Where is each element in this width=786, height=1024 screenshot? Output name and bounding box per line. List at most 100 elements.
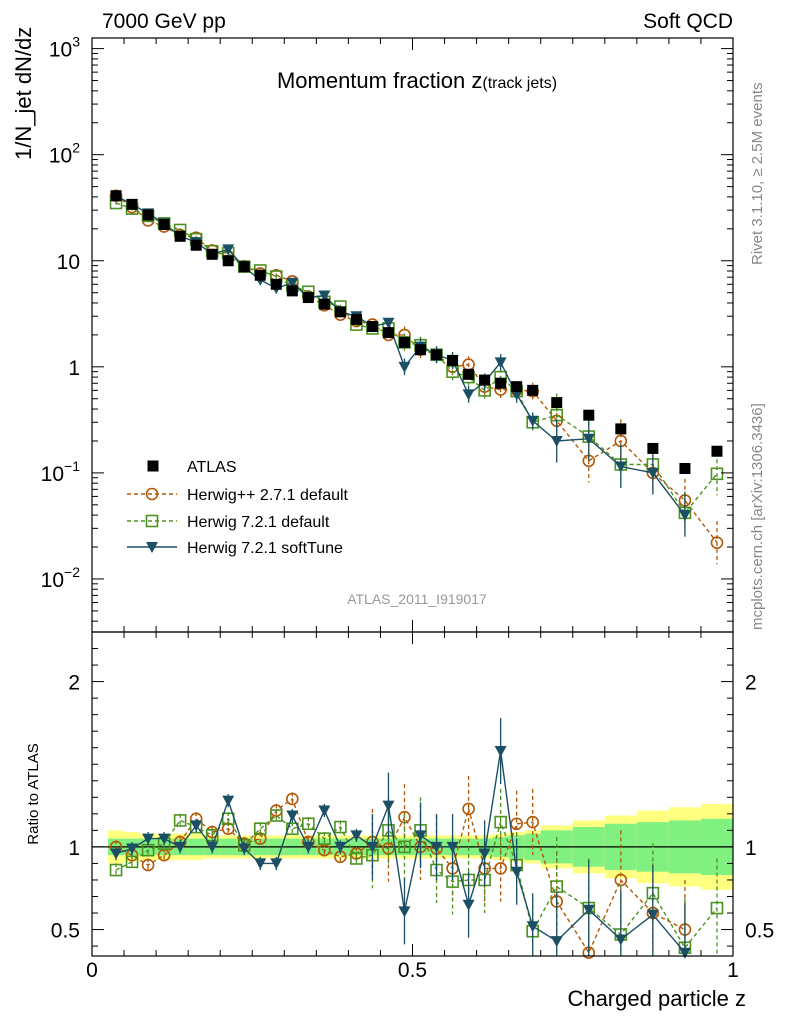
data-point (710, 467, 724, 481)
y-axis-label-main: 1/N_jet dN/dz (11, 27, 36, 160)
ratio-point (206, 841, 219, 853)
ratio-y-tick-label-right: 0.5 (745, 920, 774, 943)
x-tick-label: 0.5 (398, 959, 427, 982)
atlas-data-point (479, 374, 491, 386)
ratio-point (286, 810, 299, 822)
ratio-point (334, 841, 347, 853)
ratio-y-tick-label-right: 2 (745, 672, 757, 695)
atlas-data-point (334, 306, 346, 318)
ratio-y-tick-label: 1 (68, 837, 80, 860)
atlas-data-point (318, 298, 330, 310)
atlas-data-point (679, 463, 691, 475)
atlas-data-point (415, 344, 427, 356)
data-point (614, 461, 627, 473)
legend-label: ATLAS (187, 459, 237, 476)
atlas-data-point (190, 239, 202, 251)
ratio-point (430, 841, 443, 853)
ratio-y-tick-label: 2 (68, 672, 80, 695)
ratio-point (646, 909, 659, 921)
atlas-data-point (463, 368, 475, 380)
ratio-point (382, 800, 395, 812)
atlas-data-point (382, 327, 394, 339)
y-tick-exp: −2 (64, 564, 80, 580)
y-tick-base: 10 (57, 251, 80, 274)
atlas-data-point (366, 320, 378, 332)
ratio-point (494, 862, 507, 875)
header-right: Soft QCD (643, 10, 733, 33)
y-tick-label: 10 (57, 251, 80, 274)
atlas-data-point (511, 381, 523, 393)
legend-label: Herwig 7.2.1 softTune (187, 540, 343, 557)
ratio-point (446, 841, 459, 853)
ratio-point (398, 840, 411, 854)
chart-title-sub: (track jets) (482, 75, 557, 92)
ratio-frame (91, 631, 734, 957)
y-tick-exp: 2 (72, 140, 80, 156)
ratio-point (550, 936, 563, 948)
ratio-point (494, 746, 507, 758)
ratio-point (582, 904, 595, 916)
ratio-point (318, 805, 331, 817)
main-plot (109, 189, 724, 565)
atlas-data-point (142, 209, 154, 221)
atlas-data-point (551, 397, 563, 409)
ratio-line-2 (115, 750, 686, 954)
atlas-data-point (126, 198, 138, 210)
ratio-point (678, 947, 691, 959)
ratio-point (141, 858, 155, 872)
ratio-point (270, 858, 283, 870)
chart-title-main: Momentum fraction z (277, 68, 482, 93)
y-tick-exp: 3 (72, 34, 80, 50)
x-axis-label: Charged particle z (567, 986, 746, 1011)
atlas-data-point (174, 230, 186, 242)
data-point (382, 317, 395, 329)
ratio-point (350, 852, 363, 865)
ratio-point (110, 848, 123, 860)
ratio-point (398, 906, 411, 918)
atlas-data-point (350, 313, 362, 325)
ratio-point (614, 934, 627, 946)
ratio-point (190, 820, 203, 832)
ratio-point (462, 802, 475, 816)
atlas-data-point (302, 292, 314, 304)
ratio-point (526, 815, 539, 829)
atlas-data-point (711, 445, 723, 457)
ratio-point (174, 841, 187, 853)
ratio-point (286, 792, 299, 806)
ratio-point (221, 822, 235, 836)
ratio-plot (109, 717, 724, 959)
legend-marker (145, 487, 159, 501)
ratio-uncertainty-band (92, 803, 733, 890)
ratio-point (366, 841, 379, 853)
atlas-data-point (158, 218, 170, 230)
x-tick-label: 0 (86, 959, 98, 982)
atlas-data-point (527, 384, 539, 396)
atlas-data-point (222, 255, 234, 267)
header-left: 7000 GeV pp (102, 10, 226, 33)
data-point (462, 389, 475, 401)
legend-marker-atlas (147, 460, 159, 472)
y-tick-base: 10 (49, 39, 72, 62)
y-tick-exp: −1 (64, 458, 80, 474)
atlas-data-point (238, 261, 250, 273)
data-point (678, 510, 691, 522)
ratio-point (710, 901, 724, 915)
ratio-point (253, 822, 267, 836)
y-tick-label: 10−2 (41, 564, 81, 592)
y-tick-base: 10 (49, 145, 72, 168)
data-point (286, 277, 299, 289)
atlas-data-point (206, 248, 218, 260)
ratio-point (350, 830, 363, 842)
labels: 7000 GeV pp Soft QCD Momentum fraction z(t… (11, 10, 774, 1011)
ratio-y-tick-label: 0.5 (51, 920, 80, 943)
legend-label: Herwig 7.2.1 default (187, 514, 330, 531)
y-tick-label: 103 (49, 34, 80, 62)
atlas-data-point (398, 336, 410, 348)
axes (91, 37, 734, 957)
y-tick-base: 1 (68, 357, 80, 380)
ratio-point (494, 815, 507, 829)
mcplots-label: mcplots.cern.ch [arXiv:1306.3436] (749, 403, 766, 630)
ratio-point (318, 832, 331, 845)
y-tick-label: 10−1 (41, 458, 81, 486)
analysis-id: ATLAS_2011_I919017 (347, 591, 487, 607)
